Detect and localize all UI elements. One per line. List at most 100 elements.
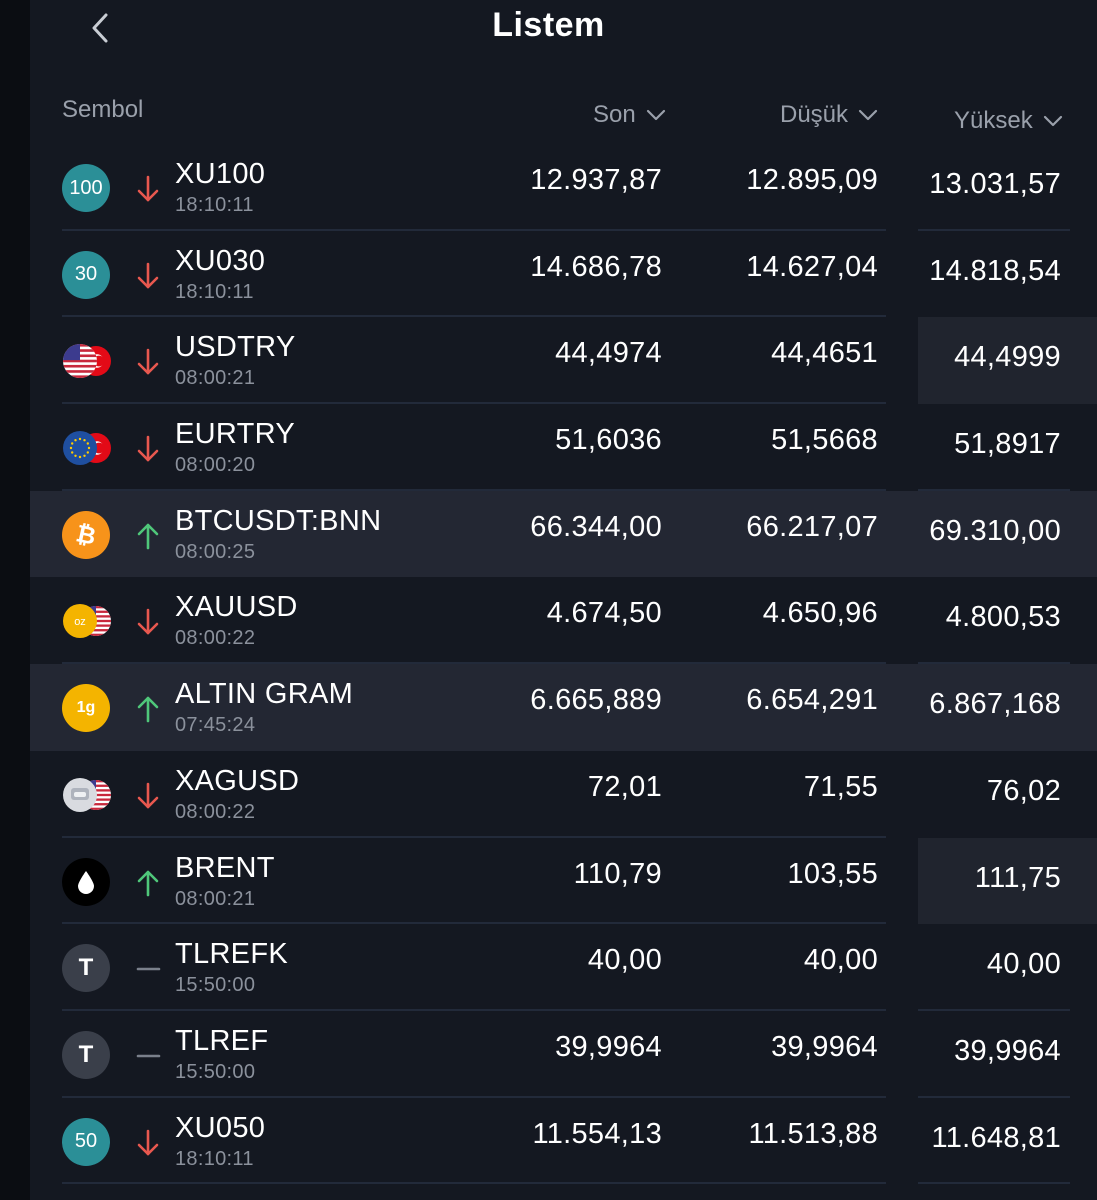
symbol-name: XAGUSD [175,764,300,797]
high-price: 51,8917 [954,428,1061,461]
table-row[interactable]: 30 XU030 18:10:11 14.686,78 14.627,04 14.818,… [30,231,1097,318]
table-row[interactable]: EURTRY 08:00:20 51,6036 51,5668 51,8917 [30,404,1097,491]
direction-indicator [135,694,161,724]
left-edge-strip [0,0,30,1200]
arrow-down-icon [137,1129,159,1155]
row-divider [918,1008,1070,1011]
row-divider [62,662,886,665]
high-price: 11.648,81 [931,1121,1061,1154]
high-price: 13.031,57 [929,168,1061,200]
low-price: 6.654,291 [746,684,878,717]
silver-usd-icon [63,777,111,812]
table-row[interactable]: ₿ BTCUSDT:BNN 08:00:25 66.344,00 66.217,07 69… [30,490,1097,578]
column-header-last-label: Son [593,101,636,128]
column-header-high[interactable]: Yüksek [954,107,1063,135]
update-time: 08:00:25 [175,540,256,563]
table-row[interactable]: oz XAUUSD 08:00:22 4.674,50 4.650,96 4.800,53 [30,577,1097,665]
row-divider [918,488,1070,491]
update-time: 18:10:11 [175,1147,254,1170]
low-price: 103,55 [787,857,878,890]
update-time: 07:45:24 [175,714,256,737]
index-logo-label: 50 [74,1130,98,1153]
table-row[interactable]: 50 XU050 18:10:11 11.554,13 11.513,88 11.648,… [30,1098,1097,1185]
table-row[interactable]: USDTRY 08:00:21 44,4974 44,4651 44,4999 [30,317,1097,405]
low-price: 66.217,07 [746,510,878,543]
last-price: 6.665,889 [530,684,662,717]
index-logo: 30 [62,250,110,299]
high-price: 40,00 [986,948,1061,981]
arrow-down-icon [137,782,159,809]
table-row[interactable]: T TLREFK 15:50:00 40,00 40,00 40,00 [30,924,1097,1011]
dash-icon [136,1054,161,1058]
table-row[interactable]: XAGUSD 08:00:22 72,01 71,55 76,02 [30,751,1097,838]
row-divider [62,315,886,318]
tlref-logo: T [62,1030,110,1079]
last-price: 12.937,87 [530,164,662,196]
table-row[interactable]: 1g ALTIN GRAM 07:45:24 6.665,889 6.654,291 6.… [30,664,1097,751]
column-header-low[interactable]: Düşük [780,101,878,129]
update-time: 08:00:21 [175,887,256,910]
column-header-symbol[interactable]: Sembol [62,96,143,124]
index-logo-label: 30 [74,263,98,286]
symbol-name: XU030 [175,244,266,277]
low-price: 14.627,04 [746,250,878,283]
chevron-down-icon [646,109,665,121]
row-divider [918,1095,1070,1098]
direction-indicator [135,954,161,984]
low-price: 11.513,88 [748,1117,878,1150]
high-price: 14.818,54 [929,254,1061,287]
row-divider [62,488,886,491]
back-button[interactable] [80,8,120,48]
low-price: 71,55 [803,770,878,803]
watchlist: 100 XU100 18:10:11 12.937,87 12.895,09 13.031… [30,144,1097,1185]
row-divider [918,662,1070,665]
eur-try-flags-icon [63,431,111,466]
low-price: 44,4651 [771,337,878,370]
gold-gram-logo: 1g [62,684,110,733]
table-row[interactable]: BRENT 08:00:21 110,79 103,55 111,75 [30,837,1097,925]
column-header-low-label: Düşük [780,101,849,128]
symbol-name: XU050 [175,1111,266,1144]
column-header-last[interactable]: Son [593,101,666,129]
arrow-up-icon [137,870,159,896]
update-time: 18:10:11 [175,280,254,303]
high-price: 39,9964 [954,1034,1061,1067]
row-divider [62,1182,886,1185]
symbol-name: TLREFK [175,938,288,971]
arrow-down-icon [137,349,159,375]
last-price: 14.686,78 [530,250,662,283]
high-cell-highlight [918,317,1097,405]
last-price: 44,4974 [555,337,662,370]
direction-indicator [135,521,161,551]
row-divider [918,1182,1070,1185]
table-row[interactable]: T TLREF 15:50:00 39,9964 39,9964 39,9964 [30,1011,1097,1098]
arrow-down-icon [137,609,159,635]
high-price: 69.310,00 [929,514,1061,547]
direction-indicator [135,607,161,637]
direction-indicator [135,261,161,291]
chevron-left-icon [92,13,108,43]
high-price: 76,02 [986,774,1061,807]
bitcoin-icon: ₿ [62,510,110,559]
last-price: 4.674,50 [546,597,662,630]
table-row[interactable]: 100 XU100 18:10:11 12.937,87 12.895,09 13.031… [30,144,1097,231]
symbol-name: ALTIN GRAM [175,678,354,711]
tlref-logo: T [62,944,110,993]
svg-text:₿: ₿ [74,520,99,550]
column-header-symbol-label: Sembol [62,96,144,123]
arrow-up-icon [137,523,159,550]
update-time: 08:00:22 [175,800,256,823]
update-time: 18:10:11 [175,194,254,216]
update-time: 08:00:21 [175,367,256,390]
symbol-name: XU100 [175,158,266,190]
update-time: 15:50:00 [175,1060,256,1083]
index-logo: 50 [62,1117,110,1166]
row-divider [62,1008,886,1011]
high-price: 4.800,53 [945,601,1061,634]
arrow-down-icon [137,175,159,202]
tlref-logo-label: T [78,1040,94,1068]
symbol-name: TLREF [175,1024,269,1057]
arrow-up-icon [137,696,159,723]
oil-drop-icon [62,857,110,906]
high-cell-highlight [918,837,1097,925]
